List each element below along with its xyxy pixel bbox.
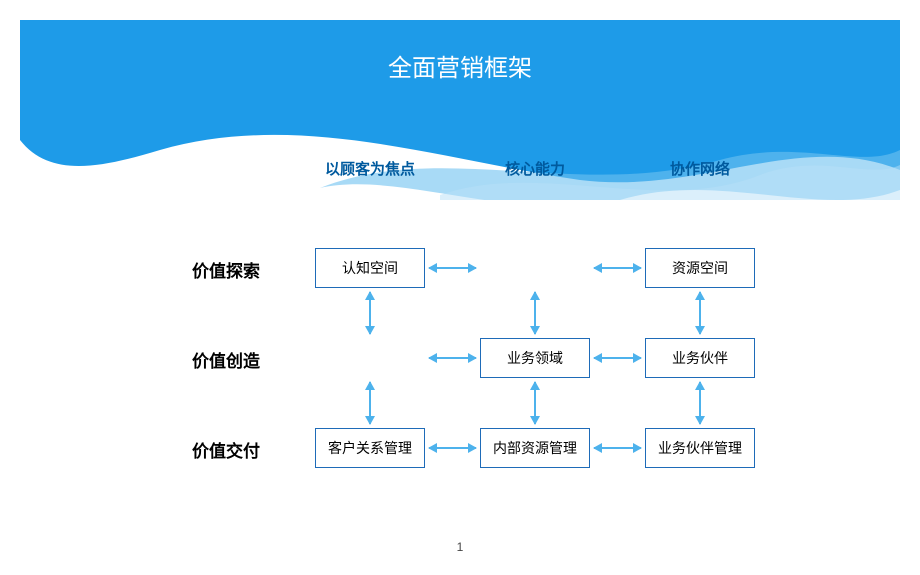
double-arrow-horizontal: [594, 447, 641, 449]
double-arrow-horizontal: [594, 357, 641, 359]
slide-page: 全面营销框架 以顾客为焦点 核心能力 协作网络 价值探索价值创造价值交付 认知空间 资…: [20, 20, 900, 560]
row-header: 价值探索: [160, 257, 260, 282]
double-arrow-vertical: [534, 292, 536, 334]
double-arrow-vertical: [699, 382, 701, 424]
page-title: 全面营销框架: [20, 48, 900, 83]
double-arrow-horizontal: [594, 267, 641, 269]
row-header: 价值创造: [160, 347, 260, 372]
double-arrow-horizontal: [429, 267, 476, 269]
page-number: 1: [20, 540, 900, 554]
column-header: 以顾客为焦点: [310, 158, 430, 179]
matrix-node: 业务伙伴管理: [645, 428, 755, 468]
column-header: 协作网络: [640, 158, 760, 179]
double-arrow-vertical: [369, 292, 371, 334]
matrix-node: 资源空间: [645, 248, 755, 288]
row-header: 价值交付: [160, 437, 260, 462]
double-arrow-vertical: [534, 382, 536, 424]
matrix-node: 客户关系管理: [315, 428, 425, 468]
matrix-node: 业务领域: [480, 338, 590, 378]
matrix-node: 认知空间: [315, 248, 425, 288]
double-arrow-horizontal: [429, 447, 476, 449]
double-arrow-horizontal: [429, 357, 476, 359]
double-arrow-vertical: [699, 292, 701, 334]
wave-svg: [20, 20, 900, 200]
header-wave: [20, 20, 900, 200]
double-arrow-vertical: [369, 382, 371, 424]
column-header: 核心能力: [475, 158, 595, 179]
matrix-node: 内部资源管理: [480, 428, 590, 468]
matrix-node: 业务伙伴: [645, 338, 755, 378]
